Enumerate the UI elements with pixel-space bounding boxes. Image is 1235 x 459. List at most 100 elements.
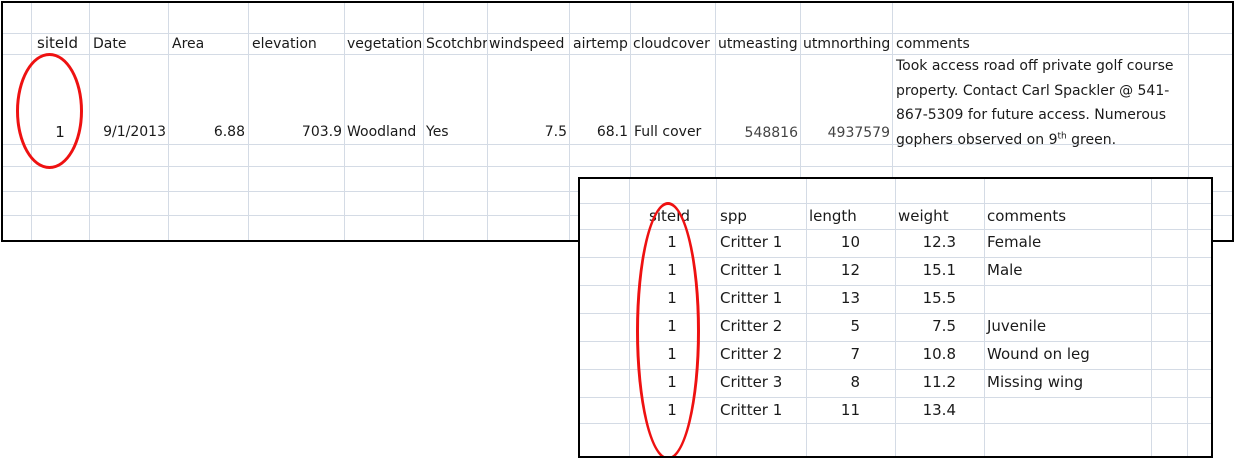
grid-line <box>580 397 1211 398</box>
comment-line: property. Contact Carl Spackler @ 541- <box>896 82 1170 99</box>
grid-line <box>1151 179 1152 456</box>
obs-cell-weight[interactable]: 10.8 <box>922 345 956 363</box>
obs-cell-spp[interactable]: Critter 1 <box>720 261 783 279</box>
obs-cell-comments[interactable]: Juvenile <box>987 317 1047 335</box>
obs-header-weight[interactable]: weight <box>898 207 949 225</box>
obs-cell-siteid[interactable]: 1 <box>667 233 677 251</box>
header-scotchbr[interactable]: Scotchbr <box>426 36 487 52</box>
grid-line <box>89 3 90 240</box>
obs-cell-length[interactable]: 10 <box>840 233 860 251</box>
cell-siteid[interactable]: 1 <box>55 123 65 141</box>
header-vegetation[interactable]: vegetationT <box>347 36 422 52</box>
grid-line <box>580 285 1211 286</box>
obs-cell-weight[interactable]: 15.1 <box>922 261 956 279</box>
comment-superscript: th <box>1057 130 1067 141</box>
header-comments[interactable]: comments <box>896 36 970 52</box>
cell-cloudcover[interactable]: Full cover <box>634 124 702 140</box>
grid-line <box>248 3 249 240</box>
grid-line <box>580 369 1211 370</box>
grid-line <box>344 3 345 240</box>
header-cloudcover[interactable]: cloudcover <box>633 36 710 52</box>
cell-windspeed[interactable]: 7.5 <box>544 124 567 140</box>
cell-utmnorthing[interactable]: 4937579 <box>827 125 890 141</box>
obs-cell-spp[interactable]: Critter 1 <box>720 401 783 419</box>
header-date[interactable]: Date <box>93 36 127 52</box>
obs-cell-comments[interactable]: Female <box>987 233 1042 251</box>
grid-line <box>3 33 1232 34</box>
cell-vegetation[interactable]: Woodland <box>347 124 417 140</box>
obs-cell-comments[interactable]: Missing wing <box>987 373 1084 391</box>
grid-line <box>3 144 1232 145</box>
comment-line: gophers observed on 9th green. <box>896 128 1186 153</box>
siteid-highlight-circle <box>16 53 83 169</box>
comment-line: Took access road off private golf course <box>896 58 1174 74</box>
header-utmnorthing[interactable]: utmnorthing <box>803 36 891 52</box>
obs-cell-siteid[interactable]: 1 <box>667 401 677 419</box>
obs-cell-length[interactable]: 5 <box>850 317 860 335</box>
grid-line <box>569 3 570 240</box>
obs-header-spp[interactable]: spp <box>720 207 747 225</box>
grid-line <box>806 179 807 456</box>
grid-line <box>3 54 1232 55</box>
obs-cell-comments[interactable]: Male <box>987 261 1023 279</box>
obs-cell-siteid[interactable]: 1 <box>667 317 677 335</box>
obs-cell-length[interactable]: 7 <box>850 345 860 363</box>
comment-text: gophers observed on 9 <box>896 131 1058 148</box>
obs-cell-length[interactable]: 12 <box>840 261 860 279</box>
grid-line <box>168 3 169 240</box>
grid-line <box>1187 179 1188 456</box>
obs-cell-weight[interactable]: 12.3 <box>922 233 956 251</box>
obs-cell-length[interactable]: 13 <box>840 289 860 307</box>
grid-line <box>892 3 893 240</box>
header-elevation[interactable]: elevation <box>252 36 317 52</box>
obs-header-length[interactable]: length <box>809 207 857 225</box>
cell-utmeasting[interactable]: 548816 <box>744 125 798 141</box>
obs-cell-siteid[interactable]: 1 <box>667 373 677 391</box>
obs-cell-spp[interactable]: Critter 2 <box>720 345 783 363</box>
grid-line <box>629 179 630 456</box>
cell-comments[interactable]: Took access road off private golf course… <box>896 54 1186 152</box>
cell-scotchbr[interactable]: Yes <box>426 124 449 140</box>
grid-line <box>423 3 424 240</box>
grid-line <box>3 166 1232 167</box>
cell-elevation[interactable]: 703.9 <box>301 124 342 140</box>
grid-line <box>580 257 1211 258</box>
grid-line <box>800 3 801 240</box>
obs-cell-spp[interactable]: Critter 1 <box>720 233 783 251</box>
grid-line <box>580 423 1211 424</box>
grid-line <box>580 313 1211 314</box>
grid-line <box>1188 3 1189 240</box>
header-utmeasting[interactable]: utmeasting <box>718 36 798 52</box>
obs-cell-siteid[interactable]: 1 <box>667 289 677 307</box>
grid-line <box>895 179 896 456</box>
header-siteid[interactable]: siteId <box>37 34 79 52</box>
header-airtemp[interactable]: airtemp <box>573 36 628 52</box>
obs-cell-weight[interactable]: 11.2 <box>922 373 956 391</box>
cell-airtemp[interactable]: 68.1 <box>596 124 628 140</box>
cell-date[interactable]: 9/1/2013 <box>103 124 166 140</box>
obs-cell-length[interactable]: 11 <box>840 401 860 419</box>
obs-cell-weight[interactable]: 7.5 <box>932 317 956 335</box>
obs-cell-spp[interactable]: Critter 1 <box>720 289 783 307</box>
grid-line <box>716 179 717 456</box>
grid-line <box>715 3 716 240</box>
obs-cell-weight[interactable]: 13.4 <box>922 401 956 419</box>
comment-line: 867-5309 for future access. Numerous <box>896 107 1167 123</box>
grid-line <box>580 229 1211 230</box>
obs-cell-length[interactable]: 8 <box>850 373 860 391</box>
obs-header-siteid[interactable]: siteId <box>649 207 691 225</box>
obs-header-comments[interactable]: comments <box>987 207 1067 225</box>
obs-cell-spp[interactable]: Critter 2 <box>720 317 783 335</box>
grid-line <box>580 341 1211 342</box>
grid-line <box>487 3 488 240</box>
obs-cell-comments[interactable]: Wound on leg <box>987 345 1090 363</box>
obs-cell-spp[interactable]: Critter 3 <box>720 373 783 391</box>
obs-cell-weight[interactable]: 15.5 <box>922 289 956 307</box>
obs-cell-siteid[interactable]: 1 <box>667 345 677 363</box>
grid-line <box>984 179 985 456</box>
obs-cell-siteid[interactable]: 1 <box>667 261 677 279</box>
header-area[interactable]: Area <box>172 36 205 52</box>
observations-table-sheet: siteId spp length weight comments 1 Crit… <box>578 177 1213 458</box>
cell-area[interactable]: 6.88 <box>213 124 245 140</box>
header-windspeed[interactable]: windspeed <box>489 36 565 52</box>
